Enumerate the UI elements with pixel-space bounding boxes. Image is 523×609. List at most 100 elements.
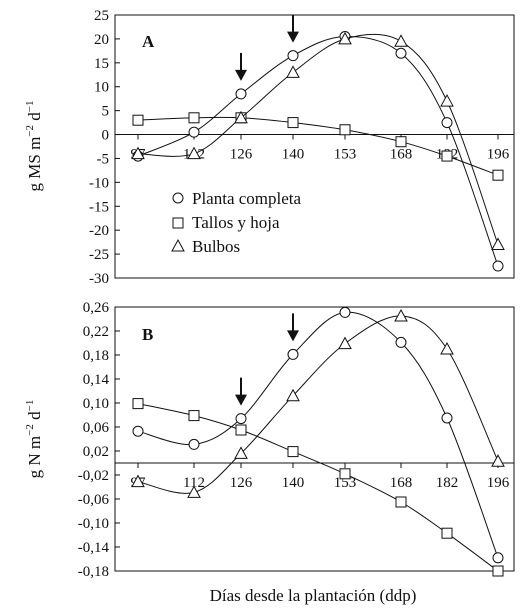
legend-triangle-marker [171,238,185,252]
panel-b-point-tallos-y-hoja [441,527,453,539]
panel-a-y-tick-label: 20 [94,32,109,48]
panel-a-point-planta-completa [235,88,247,100]
panel-b-point-planta-completa [441,412,453,424]
panel-b-y-tick-label: 0,14 [83,372,110,388]
panel-b-arrow-126 [235,377,247,406]
panel-a-y-tick-label: 5 [102,104,110,120]
panel-a-point-planta-completa [492,260,504,272]
panel-a-point-bulbos [338,31,352,45]
legend-circle-marker [172,192,184,204]
panel-a-point-planta-completa [188,126,200,138]
panel-a-series-line-bulbos [137,33,499,245]
panel-a-point-bulbos [440,94,454,107]
panel-a-legend: Planta completa Tallos y hoja Bulbos [171,189,302,256]
panel-b-y-tick-label: 0,06 [83,420,110,436]
panel-a-label: A [142,32,155,51]
panel-a-point-tallos-y-hoja [287,117,299,129]
panel-b-frame [114,306,515,572]
panel-b-point-tallos-y-hoja [287,446,299,458]
panel-b-y-axis-title: g N m−2 d−1 [24,400,44,479]
panel-b-y-tick-label: 0,18 [83,348,109,364]
panel-b-point-planta-completa [492,552,504,564]
panel-b-x-tick-label: 182 [436,475,459,491]
panel-b-point-planta-completa [188,438,200,450]
panel-b-x-tick-label: 168 [390,475,413,491]
panel-a-y-tick-label: -10 [89,175,109,191]
panel-b-y-tick-label: -0,18 [78,564,109,580]
arrow-head [287,31,299,43]
panel-b-point-bulbos [187,485,201,498]
panel-a-x-tick-label: 196 [487,147,510,163]
panel-b-point-bulbos [394,308,408,322]
panel-a-arrow-126 [235,52,247,81]
panel-a-point-tallos-y-hoja [395,136,407,148]
panel-a-frame [114,14,515,279]
panel-a-point-tallos-y-hoja [188,112,200,124]
panel-b-arrow-140 [287,313,299,342]
panel-b-y-tick-label: 0,02 [83,444,109,460]
panel-a-point-bulbos [394,34,408,47]
arrow-head [235,69,247,81]
panel-a-y-axis-title: g MS m−2 d−1 [24,101,44,192]
panel-a-y-tick-label: 10 [94,80,109,96]
panel-b-point-tallos-y-hoja [188,410,200,422]
panel-b-point-planta-completa [132,425,144,437]
panel-a-point-bulbos [234,110,248,124]
panel-b-point-bulbos [286,388,300,402]
panel-a-point-planta-completa [441,117,453,129]
panel-a-point-tallos-y-hoja [492,169,504,181]
panel-a-point-bulbos [286,65,300,78]
legend-label-bulbos: Bulbos [192,237,240,256]
panel-b-point-bulbos [131,474,145,488]
panel-a-arrow-140 [287,14,299,43]
arrow-head [287,330,299,342]
x-axis-title: Días desde la plantación (ddp) [210,586,417,605]
panel-b-x-tick-label: 196 [487,475,510,491]
panel-a-point-bulbos [187,146,201,160]
arrow-head [235,394,247,406]
panel-b-point-bulbos [491,454,505,467]
panel-b-y-tick-label: -0,14 [78,540,110,556]
panel-a-y-tick-label: 25 [94,8,109,24]
panel-a-y-tick-label: -20 [89,223,109,239]
panel-b-point-planta-completa [395,336,407,348]
panel-b-point-tallos-y-hoja [492,565,504,577]
panel-a-point-planta-completa [395,47,407,59]
panel-b-y-tick-label: -0,02 [78,468,109,484]
panel-b-point-tallos-y-hoja [132,398,144,410]
legend-label-tallos-y-hoja: Tallos y hoja [192,213,280,232]
panel-a-point-planta-completa [287,50,299,62]
panel-a-x-tick-label: 126 [230,147,253,163]
panel-b-y-tick-label: -0,10 [78,516,109,532]
legend-label-planta-completa: Planta completa [192,189,302,208]
panel-a-y-tick-label: 0 [102,128,110,144]
panel-b-y-tick-label: 0,22 [83,324,109,340]
panel-b-y-tick-label: -0,06 [78,492,110,508]
panel-a-x-tick-label: 153 [334,147,357,163]
panel-a-y-tick-label: -15 [89,199,109,215]
panel-b-point-tallos-y-hoja [339,468,351,480]
panel-a-point-bulbos [131,146,145,160]
panel-b-x-tick-label: 153 [334,475,357,491]
panel-b-point-planta-completa [235,413,247,425]
panel-a-y-tick-label: 15 [94,56,109,72]
panel-a-point-tallos-y-hoja [441,150,453,162]
panel-b-point-planta-completa [339,306,351,318]
panel-a-point-bulbos [491,237,505,251]
panel-a-y-tick-label: -5 [97,151,110,167]
panel-b-point-tallos-y-hoja [235,424,247,436]
panel-b-y-tick-label: 0,10 [83,396,109,412]
panel-a-series-line-planta-completa [137,35,499,267]
panel-a-y-tick-label: -25 [89,247,109,263]
panel-b-x-tick-label: 112 [183,475,205,491]
panel-b-x-tick-label: 140 [282,475,305,491]
panel-a-point-tallos-y-hoja [132,114,144,126]
legend-square-marker [172,217,184,229]
panel-b-point-bulbos [234,446,248,459]
panel-b-label: B [142,325,153,344]
panel-b-point-tallos-y-hoja [395,496,407,508]
panel-a-point-tallos-y-hoja [339,124,351,136]
panel-a: A g MS m−2 d−1 Planta completa Tallos y … [24,8,515,287]
panel-b-point-bulbos [338,336,352,350]
